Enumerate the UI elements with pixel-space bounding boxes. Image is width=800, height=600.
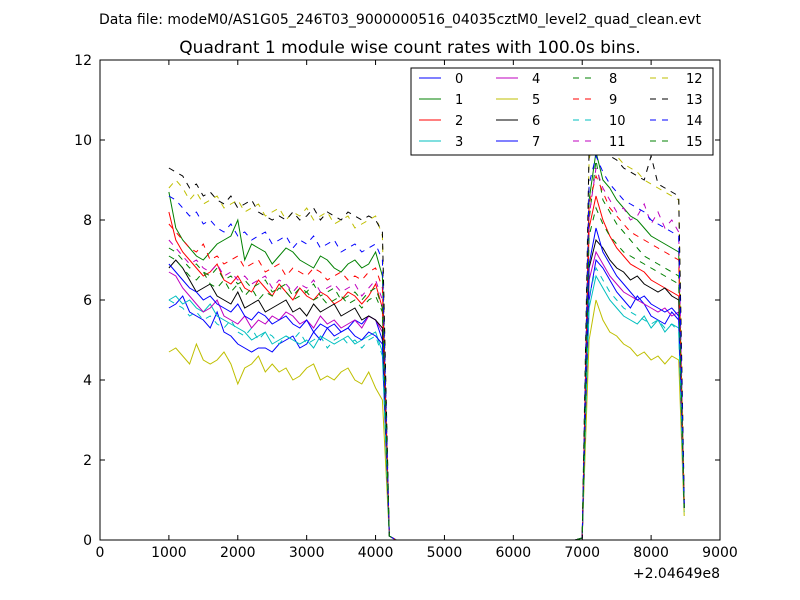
legend-label-6: 6 bbox=[532, 114, 540, 129]
series-line-12 bbox=[168, 119, 685, 541]
x-tick-label: 1000 bbox=[151, 545, 187, 561]
x-tick-label: 8000 bbox=[633, 545, 669, 561]
series-line-3 bbox=[168, 274, 685, 541]
series-line-0 bbox=[168, 258, 685, 541]
series-line-15 bbox=[168, 206, 685, 541]
chart-title: Quadrant 1 module wise count rates with … bbox=[179, 38, 640, 58]
data-file-suptitle: Data file: modeM0/AS1G05_246T03_90000005… bbox=[99, 12, 701, 28]
legend-label-14: 14 bbox=[686, 114, 703, 129]
y-tick-label: 10 bbox=[74, 133, 92, 149]
legend-label-11: 11 bbox=[609, 135, 626, 150]
x-tick-label: 4000 bbox=[358, 545, 394, 561]
legend-label-9: 9 bbox=[609, 93, 617, 108]
x-tick-label: 6000 bbox=[496, 545, 532, 561]
series-line-8 bbox=[168, 159, 685, 541]
x-tick-label: 3000 bbox=[289, 545, 325, 561]
legend-label-0: 0 bbox=[455, 72, 463, 87]
legend-label-13: 13 bbox=[686, 93, 703, 108]
legend-label-5: 5 bbox=[532, 93, 540, 108]
legend-label-3: 3 bbox=[455, 135, 463, 150]
y-tick-label: 12 bbox=[74, 53, 92, 69]
series-line-14 bbox=[168, 154, 685, 541]
x-tick-label: 9000 bbox=[702, 545, 738, 561]
x-tick-label: 2000 bbox=[220, 545, 256, 561]
series-line-1 bbox=[168, 151, 685, 541]
x-tick-label: 0 bbox=[96, 545, 105, 561]
y-tick-label: 0 bbox=[83, 533, 92, 549]
y-tick-label: 8 bbox=[83, 213, 92, 229]
x-tick-label: 5000 bbox=[427, 545, 463, 561]
legend-label-8: 8 bbox=[609, 72, 617, 87]
legend-label-7: 7 bbox=[532, 135, 540, 150]
series-line-13 bbox=[168, 139, 685, 541]
x-axis: 0 1000 2000 3000 4000 5000 6000 7000 8000 9000 bbox=[96, 60, 738, 561]
plot-lines bbox=[168, 119, 685, 541]
series-line-11 bbox=[168, 167, 685, 541]
x-tick-label: 7000 bbox=[564, 545, 600, 561]
legend-label-4: 4 bbox=[532, 72, 540, 87]
series-line-5 bbox=[168, 299, 685, 541]
legend-label-15: 15 bbox=[686, 135, 703, 150]
legend-label-1: 1 bbox=[455, 93, 463, 108]
series-line-2 bbox=[168, 195, 685, 541]
series-line-10 bbox=[168, 266, 685, 541]
legend-label-2: 2 bbox=[455, 114, 463, 129]
legend-label-12: 12 bbox=[686, 72, 703, 87]
x-offset-label: +2.04649e8 bbox=[633, 566, 720, 582]
y-tick-label: 4 bbox=[83, 373, 92, 389]
legend-label-10: 10 bbox=[609, 114, 626, 129]
series-line-6 bbox=[168, 238, 685, 541]
y-tick-label: 6 bbox=[83, 293, 92, 309]
y-tick-label: 2 bbox=[83, 453, 92, 469]
